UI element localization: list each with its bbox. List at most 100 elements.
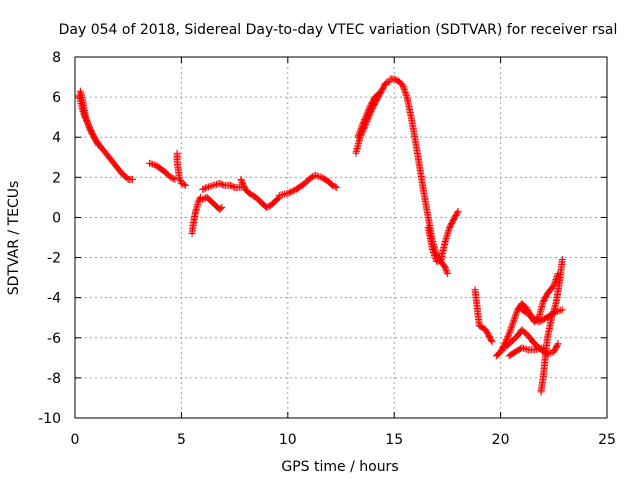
data-point xyxy=(558,256,566,264)
y-tick-label: -8 xyxy=(47,371,61,387)
series-arc-g xyxy=(199,193,226,213)
data-point xyxy=(358,123,366,131)
series-arc-l xyxy=(386,75,451,278)
data-point xyxy=(402,92,410,100)
data-point xyxy=(217,180,225,188)
data-point xyxy=(430,249,438,257)
series-arc-r xyxy=(537,256,566,396)
data-point xyxy=(443,270,451,278)
y-tick-label: 8 xyxy=(52,50,61,66)
data-point xyxy=(208,182,216,190)
x-tick-label: 5 xyxy=(177,432,186,448)
data-point xyxy=(364,108,372,116)
data-point xyxy=(328,181,336,189)
data-point xyxy=(399,83,407,91)
data-point xyxy=(361,115,369,123)
data-point xyxy=(429,247,437,255)
data-point xyxy=(217,204,225,212)
data-point xyxy=(182,181,190,189)
data-point xyxy=(149,160,157,168)
series-arc-s xyxy=(518,270,562,326)
data-point xyxy=(487,336,495,344)
data-point xyxy=(358,121,366,129)
data-point xyxy=(507,324,515,332)
data-point xyxy=(441,264,449,272)
series-arc-k xyxy=(354,89,383,141)
data-point xyxy=(364,107,372,115)
data-point xyxy=(382,79,390,87)
data-point xyxy=(171,175,179,183)
x-tick-label: 0 xyxy=(71,432,80,448)
data-point xyxy=(240,183,248,191)
data-point xyxy=(523,345,531,353)
data-point xyxy=(366,104,374,112)
data-point xyxy=(316,173,324,181)
data-point xyxy=(176,176,184,184)
data-point xyxy=(433,258,441,266)
series-arc-m xyxy=(424,207,462,266)
data-point xyxy=(504,333,512,341)
series-arc-d xyxy=(173,149,190,189)
data-point xyxy=(503,335,511,343)
data-point xyxy=(511,312,519,320)
data-point xyxy=(239,181,247,189)
data-point xyxy=(354,133,362,141)
x-tick-label: 25 xyxy=(598,432,616,448)
data-point xyxy=(551,277,559,285)
data-point xyxy=(518,344,526,352)
data-point xyxy=(226,181,234,189)
data-point xyxy=(315,172,323,180)
data-point xyxy=(311,171,319,179)
data-point xyxy=(177,179,185,187)
series-arc-i xyxy=(275,171,341,199)
data-point xyxy=(331,183,339,191)
data-point xyxy=(557,306,565,314)
data-point xyxy=(82,113,90,121)
data-point xyxy=(521,345,529,353)
series-arc-q xyxy=(505,344,547,360)
data-point xyxy=(180,181,188,189)
series-arc-f xyxy=(199,179,245,193)
data-point xyxy=(513,309,521,317)
data-point xyxy=(238,178,246,186)
data-point xyxy=(83,116,91,124)
data-point xyxy=(203,183,211,191)
data-point xyxy=(330,182,338,190)
data-point xyxy=(510,315,518,323)
data-point xyxy=(401,89,409,97)
data-point xyxy=(431,253,439,261)
plot-frame xyxy=(74,56,608,419)
data-point xyxy=(84,119,92,127)
data-point xyxy=(238,177,246,185)
data-point xyxy=(94,141,102,149)
data-point xyxy=(550,282,558,290)
data-point xyxy=(554,271,562,279)
grid-lines xyxy=(75,57,607,418)
data-point xyxy=(179,180,187,188)
data-point xyxy=(399,81,407,89)
data-point xyxy=(453,209,461,217)
data-point xyxy=(175,173,183,181)
data-markers xyxy=(75,75,566,396)
data-point xyxy=(128,175,136,183)
data-point xyxy=(442,265,450,273)
data-point xyxy=(392,76,400,84)
data-point xyxy=(168,174,176,182)
x-tick-label: 10 xyxy=(279,432,297,448)
data-point xyxy=(506,327,514,335)
data-point xyxy=(284,189,292,197)
data-point xyxy=(443,268,451,276)
y-tick-label: 6 xyxy=(52,90,61,106)
data-point xyxy=(442,267,450,275)
data-point xyxy=(288,187,296,195)
data-point xyxy=(167,173,175,181)
data-point xyxy=(145,159,153,167)
data-point xyxy=(361,114,369,122)
data-point xyxy=(374,90,382,98)
data-point xyxy=(509,318,517,326)
data-point xyxy=(176,175,184,183)
data-point xyxy=(552,274,560,282)
data-point xyxy=(383,78,391,86)
data-point xyxy=(356,129,364,137)
